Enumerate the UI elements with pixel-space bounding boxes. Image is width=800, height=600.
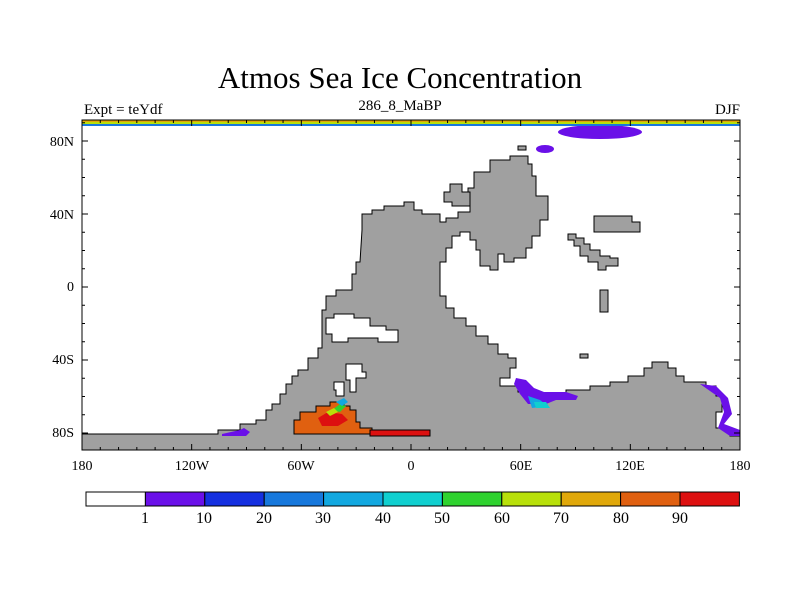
inland-sea-south xyxy=(345,363,367,393)
colorbar-swatch xyxy=(560,491,622,507)
colorbar-swatch xyxy=(323,491,384,507)
colorbar-label-10: 10 xyxy=(196,510,212,527)
lon-label-0: 0 xyxy=(408,459,415,474)
colorbar-swatch xyxy=(382,491,443,507)
land-east-islands xyxy=(567,233,619,271)
ice-gradient-yellow xyxy=(326,408,338,416)
lat-label-40n: 40N xyxy=(50,208,74,223)
lat-label-80n: 80N xyxy=(50,135,74,150)
colorbar-swatch xyxy=(204,491,265,507)
ice-core-red xyxy=(318,412,348,426)
colorbar xyxy=(85,491,740,507)
ice-band-red xyxy=(369,429,431,437)
land-small-arctic xyxy=(517,145,527,151)
colorbar-swatch xyxy=(620,491,681,507)
colorbar-label-50: 50 xyxy=(434,510,450,527)
land-east-isle xyxy=(599,289,609,313)
land-northern-continent xyxy=(81,155,741,451)
season-label: DJF xyxy=(714,102,740,118)
land-masses xyxy=(81,145,741,451)
ice-fringe-teal xyxy=(534,402,550,408)
arctic-ice-small xyxy=(536,145,554,153)
colorbar-swatch xyxy=(501,491,562,507)
lat-label-80s: 80S xyxy=(52,426,74,441)
colorbar-swatch xyxy=(441,491,503,507)
arctic-ice-patch xyxy=(558,125,642,139)
colorbar-label-90: 90 xyxy=(672,510,688,527)
sea-ice xyxy=(222,125,740,437)
colorbar-label-70: 70 xyxy=(553,510,569,527)
inland-sea-south-america xyxy=(325,313,399,343)
lon-label-180w: 180 xyxy=(72,459,93,474)
colorbar-label-60: 60 xyxy=(494,510,510,527)
land-tiny-isle xyxy=(579,353,589,359)
lon-label-180e: 180 xyxy=(730,459,751,474)
period-label: 286_8_MaBP xyxy=(358,98,442,114)
lon-label-60w: 60W xyxy=(287,459,315,474)
lon-label-120w: 120W xyxy=(175,459,210,474)
colorbar-swatch xyxy=(144,491,206,507)
colorbar-label-80: 80 xyxy=(613,510,629,527)
colorbar-swatch xyxy=(679,491,740,507)
colorbar-label-20: 20 xyxy=(256,510,272,527)
lat-label-40s: 40S xyxy=(52,353,74,368)
colorbar-labels: 1 10 20 30 40 50 60 70 80 90 xyxy=(141,510,688,527)
lon-label-60e: 60E xyxy=(510,459,533,474)
axis-ticks xyxy=(81,120,741,450)
lat-label-0: 0 xyxy=(67,280,74,295)
colorbar-label-30: 30 xyxy=(315,510,331,527)
inland-gap-west xyxy=(333,381,345,397)
colorbar-swatch xyxy=(85,491,146,507)
land-east-asia xyxy=(593,215,641,233)
chart-title: Atmos Sea Ice Concentration xyxy=(217,60,583,95)
lon-label-120e: 120E xyxy=(615,459,645,474)
land-north-island xyxy=(443,183,471,207)
ice-fringe-west xyxy=(222,428,250,436)
ice-fringe-far-east xyxy=(700,384,740,436)
colorbar-label-1: 1 xyxy=(141,510,149,527)
colorbar-swatch xyxy=(263,491,325,507)
ice-gradient-cyan xyxy=(336,398,348,406)
experiment-label: Expt = teYdf xyxy=(84,102,163,118)
colorbar-label-40: 40 xyxy=(375,510,391,527)
